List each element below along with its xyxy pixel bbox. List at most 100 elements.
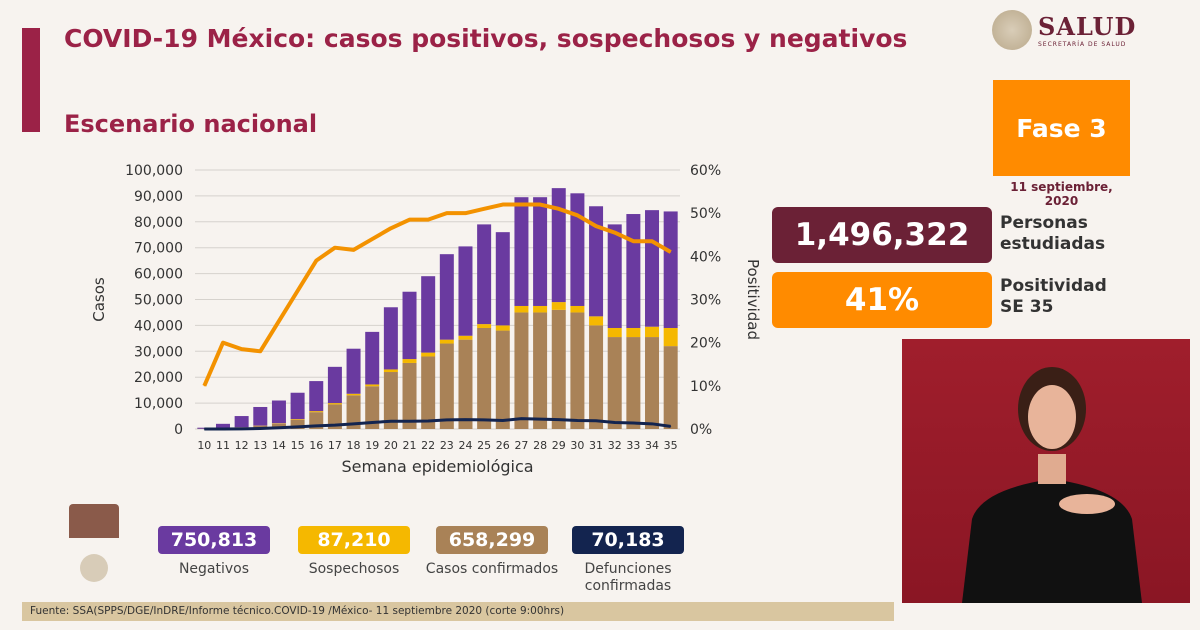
bar-confirmados xyxy=(458,339,473,429)
bar-sospechosos xyxy=(533,305,548,313)
bar-sospechosos xyxy=(514,305,529,313)
salud-logo: SALUD SECRETARÍA DE SALUD xyxy=(992,10,1136,50)
x-tick-label: 34 xyxy=(645,439,659,452)
y2-tick-label: 60% xyxy=(690,163,721,179)
point-defunciones xyxy=(241,428,243,430)
y-tick-label: 40,000 xyxy=(134,318,183,334)
point-positividad xyxy=(502,204,504,206)
point-positividad xyxy=(576,214,578,216)
x-tick-label: 21 xyxy=(403,439,417,452)
seal-icon xyxy=(992,10,1032,50)
point-positividad xyxy=(353,249,355,251)
bar-negativos xyxy=(290,392,305,420)
bar-negativos xyxy=(589,206,604,317)
point-positividad xyxy=(222,342,224,344)
x-axis-label: Semana epidemiológica xyxy=(341,457,533,476)
total-1-label: Sospechosos xyxy=(308,561,400,577)
bar-sospechosos xyxy=(290,419,305,420)
bar-negativos xyxy=(215,423,230,429)
bar-sospechosos xyxy=(458,335,473,340)
point-positividad xyxy=(632,240,634,242)
bar-confirmados xyxy=(589,325,604,429)
y2-axis-label: Positividad xyxy=(744,259,762,340)
heroes-icon xyxy=(69,504,119,538)
bar-negativos xyxy=(570,193,585,306)
x-tick-label: 20 xyxy=(384,439,398,452)
total-2-label: Casos confirmados xyxy=(425,561,559,577)
point-positividad xyxy=(614,232,616,234)
x-tick-label: 18 xyxy=(347,439,361,452)
y2-tick-label: 50% xyxy=(690,206,721,222)
total-3-value: 70,183 xyxy=(572,526,684,554)
bar-confirmados xyxy=(402,362,417,429)
point-defunciones xyxy=(651,423,653,425)
bar-confirmados xyxy=(327,404,342,429)
bar-confirmados xyxy=(365,386,380,429)
x-tick-label: 10 xyxy=(197,439,211,452)
x-tick-label: 17 xyxy=(328,439,342,452)
point-positividad xyxy=(520,204,522,206)
personas-value: 1,496,322 xyxy=(772,207,992,263)
point-positividad xyxy=(595,225,597,227)
total-0-value: 750,813 xyxy=(158,526,270,554)
y2-tick-label: 0% xyxy=(690,422,712,438)
positividad-label: Positividad SE 35 xyxy=(1000,276,1107,317)
point-positividad xyxy=(315,260,317,262)
cases-chart: 0 10,000 20,000 30,000 40,000 50,000 60,000 70,… xyxy=(90,163,762,476)
bar-confirmados xyxy=(346,395,361,429)
logo-text: SALUD xyxy=(1038,12,1137,41)
bar-sospechosos xyxy=(421,352,436,357)
point-positividad xyxy=(558,208,560,210)
x-tick-label: 16 xyxy=(309,439,323,452)
x-tick-label: 25 xyxy=(477,439,491,452)
bar-sospechosos xyxy=(626,327,641,338)
y2-tick-label: 30% xyxy=(690,293,721,309)
page-title: COVID-19 México: casos positivos, sospec… xyxy=(64,24,908,53)
logo-subtext: SECRETARÍA DE SALUD xyxy=(1038,41,1127,48)
x-tick-label: 32 xyxy=(608,439,622,452)
point-defunciones xyxy=(614,422,616,424)
bar-confirmados xyxy=(645,337,660,429)
bar-confirmados xyxy=(514,312,529,429)
y-tick-label: 60,000 xyxy=(134,267,183,283)
x-tick-label: 30 xyxy=(570,439,584,452)
bar-negativos xyxy=(458,246,473,336)
x-tick-label: 26 xyxy=(496,439,510,452)
accent-bar xyxy=(22,28,40,132)
bar-negativos xyxy=(253,406,268,426)
bar-sospechosos xyxy=(477,324,492,328)
point-defunciones xyxy=(464,419,466,421)
point-positividad xyxy=(446,212,448,214)
x-tick-label: 24 xyxy=(458,439,472,452)
point-positividad xyxy=(334,247,336,249)
total-1-value: 87,210 xyxy=(298,526,410,554)
bar-negativos xyxy=(551,188,566,303)
bar-negativos xyxy=(346,348,361,394)
personas-label: Personas estudiadas xyxy=(1000,213,1106,254)
point-defunciones xyxy=(315,425,317,427)
point-positividad xyxy=(371,238,373,240)
y-tick-label: 20,000 xyxy=(134,370,183,386)
point-positividad xyxy=(203,385,205,387)
x-tick-label: 13 xyxy=(253,439,267,452)
report-date: 11 septiembre, 2020 xyxy=(1010,180,1113,208)
bar-confirmados xyxy=(477,327,492,429)
point-defunciones xyxy=(427,420,429,422)
point-defunciones xyxy=(483,419,485,421)
bar-negativos xyxy=(477,224,492,325)
y-axis-label: Casos xyxy=(90,277,108,322)
y2-tick-label: 10% xyxy=(690,379,721,395)
x-tick-label: 35 xyxy=(664,439,678,452)
point-positividad xyxy=(539,204,541,206)
bar-sospechosos xyxy=(495,325,510,331)
bar-confirmados xyxy=(495,330,510,429)
bar-negativos xyxy=(402,291,417,360)
bar-confirmados xyxy=(421,356,436,429)
point-defunciones xyxy=(222,428,224,430)
line-positividad xyxy=(202,202,672,387)
source-note: Fuente: SSA(SPPS/DGE/InDRE/Informe técni… xyxy=(22,602,894,621)
point-positividad xyxy=(390,227,392,229)
x-tick-label: 33 xyxy=(626,439,640,452)
bar-sospechosos xyxy=(607,327,622,338)
bar-negativos xyxy=(234,416,249,428)
